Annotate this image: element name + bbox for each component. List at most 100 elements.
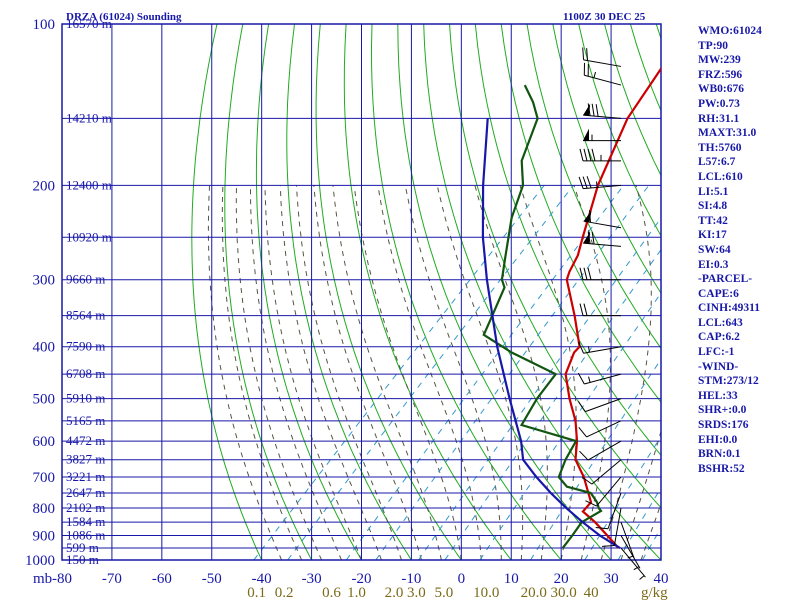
wind-barb-staff bbox=[596, 476, 622, 507]
index-item: EI:0.3 bbox=[698, 258, 729, 271]
index-item: SW:64 bbox=[698, 243, 731, 256]
dewpoint-profile-line bbox=[482, 84, 603, 549]
wind-barb-full bbox=[595, 104, 599, 117]
wind-barb bbox=[620, 521, 635, 559]
height-label: 12400 m bbox=[66, 177, 112, 192]
wind-barb-staff bbox=[583, 220, 622, 229]
wind-barb-staff bbox=[584, 74, 622, 86]
mixing-ratio-line bbox=[617, 486, 661, 560]
moist-adiabat bbox=[279, 185, 382, 560]
dry-adiabat bbox=[191, 24, 263, 560]
wind-barb-full bbox=[587, 267, 592, 280]
height-label: 9660 m bbox=[66, 272, 105, 287]
wind-barb-full bbox=[583, 148, 588, 161]
dry-adiabat bbox=[315, 24, 462, 560]
mixing-ratio-label: 0.2 bbox=[275, 585, 294, 600]
mixing-ratio-label: 40 bbox=[584, 585, 599, 600]
wind-barb-half bbox=[587, 346, 590, 353]
temperature-tick-label: -60 bbox=[152, 571, 172, 587]
wind-barb bbox=[583, 231, 622, 247]
index-item: HEL:33 bbox=[698, 389, 738, 402]
index-item: EHI:0.0 bbox=[698, 433, 738, 446]
wind-barb bbox=[620, 547, 646, 580]
wind-barb-half bbox=[633, 566, 640, 571]
index-item: RH:31.1 bbox=[698, 112, 740, 125]
dry-adiabat bbox=[255, 24, 362, 560]
height-label: 2102 m bbox=[66, 500, 105, 515]
wind-barb bbox=[581, 459, 622, 485]
height-label: 5165 m bbox=[66, 413, 105, 428]
wind-barb bbox=[583, 210, 622, 229]
index-item: L57:6.7 bbox=[698, 156, 736, 169]
pressure-tick-label: 600 bbox=[33, 434, 56, 450]
temperature-tick-label: 0 bbox=[458, 571, 466, 587]
index-item: MAXT:31.0 bbox=[698, 127, 757, 140]
wind-barb-full bbox=[579, 303, 584, 316]
wind-barb-full bbox=[578, 341, 585, 354]
height-label: 1086 m bbox=[66, 527, 105, 542]
pressure-tick-label: 300 bbox=[33, 273, 56, 289]
height-label: 14210 m bbox=[66, 110, 112, 125]
wind-barb bbox=[577, 398, 622, 413]
wind-barb bbox=[583, 128, 621, 142]
wind-barb-half bbox=[588, 376, 591, 383]
index-item: LCL:643 bbox=[698, 316, 743, 329]
wind-barb-flag bbox=[583, 128, 589, 141]
index-item: LCL:610 bbox=[698, 170, 743, 183]
height-label: 599 m bbox=[66, 540, 99, 555]
wind-barb bbox=[595, 492, 622, 530]
dry-adiabat bbox=[224, 24, 313, 560]
moist-adiabat bbox=[313, 185, 422, 560]
index-item: MW:239 bbox=[698, 54, 741, 67]
wind-barb-full bbox=[583, 303, 588, 316]
index-item: LI:5.1 bbox=[698, 185, 729, 198]
wind-barb-full bbox=[579, 148, 584, 161]
height-label: 16570 m bbox=[66, 16, 112, 31]
wind-barb-staff bbox=[607, 492, 622, 529]
wind-barb-staff bbox=[583, 346, 622, 354]
index-item: TT:42 bbox=[698, 214, 728, 227]
mixing-ratio-line bbox=[375, 185, 650, 560]
temperature-tick-label: -80 bbox=[52, 571, 72, 587]
moist-adiabat bbox=[519, 185, 577, 560]
moist-adiabat bbox=[377, 185, 482, 560]
mixing-ratio-label: 3.0 bbox=[407, 585, 426, 600]
wind-barb-full bbox=[587, 103, 591, 116]
moist-adiabat bbox=[332, 185, 442, 560]
wind-barb-staff bbox=[591, 459, 622, 485]
pressure-tick-label: 800 bbox=[33, 501, 56, 517]
temperature-tick-label: -10 bbox=[401, 571, 421, 587]
index-item: TH:5760 bbox=[698, 141, 742, 154]
wind-barb-full bbox=[585, 500, 597, 507]
height-label: 3827 m bbox=[66, 452, 105, 467]
wind-barb bbox=[578, 341, 622, 354]
wind-barb-half bbox=[593, 71, 596, 78]
index-item: BSHR:52 bbox=[698, 462, 745, 475]
parcel-profile-line bbox=[481, 118, 621, 550]
wind-barb-full bbox=[578, 426, 587, 438]
wind-barb-staff bbox=[583, 242, 622, 247]
wind-barb bbox=[583, 62, 622, 86]
index-item: STM:273/12 bbox=[698, 375, 759, 388]
wind-barb-full bbox=[586, 176, 592, 189]
wind-barb-half bbox=[639, 575, 645, 580]
wind-barb-staff bbox=[587, 440, 622, 461]
height-label: 6708 m bbox=[66, 366, 105, 381]
chart-title: DRZA (61024) Sounding bbox=[66, 11, 182, 23]
wind-barb-full bbox=[579, 267, 584, 280]
mixing-ratio-label: 10.0 bbox=[473, 585, 499, 600]
moist-adiabat bbox=[296, 185, 402, 560]
wind-barb-staff bbox=[613, 507, 622, 546]
temperature-profile-line bbox=[564, 66, 661, 549]
dry-adiabat bbox=[286, 24, 412, 560]
height-label: 3221 m bbox=[66, 469, 105, 484]
mixing-ratio-label: 1.0 bbox=[347, 585, 366, 600]
pressure-tick-label: 900 bbox=[33, 528, 56, 544]
index-item: SRDS:176 bbox=[698, 419, 749, 432]
wind-barb bbox=[582, 47, 622, 67]
wind-barb bbox=[579, 440, 622, 461]
moist-adiabat bbox=[404, 185, 502, 560]
index-item: KI:17 bbox=[698, 229, 727, 242]
mixing-ratio-line bbox=[479, 292, 661, 560]
wind-barb-full bbox=[579, 450, 589, 461]
